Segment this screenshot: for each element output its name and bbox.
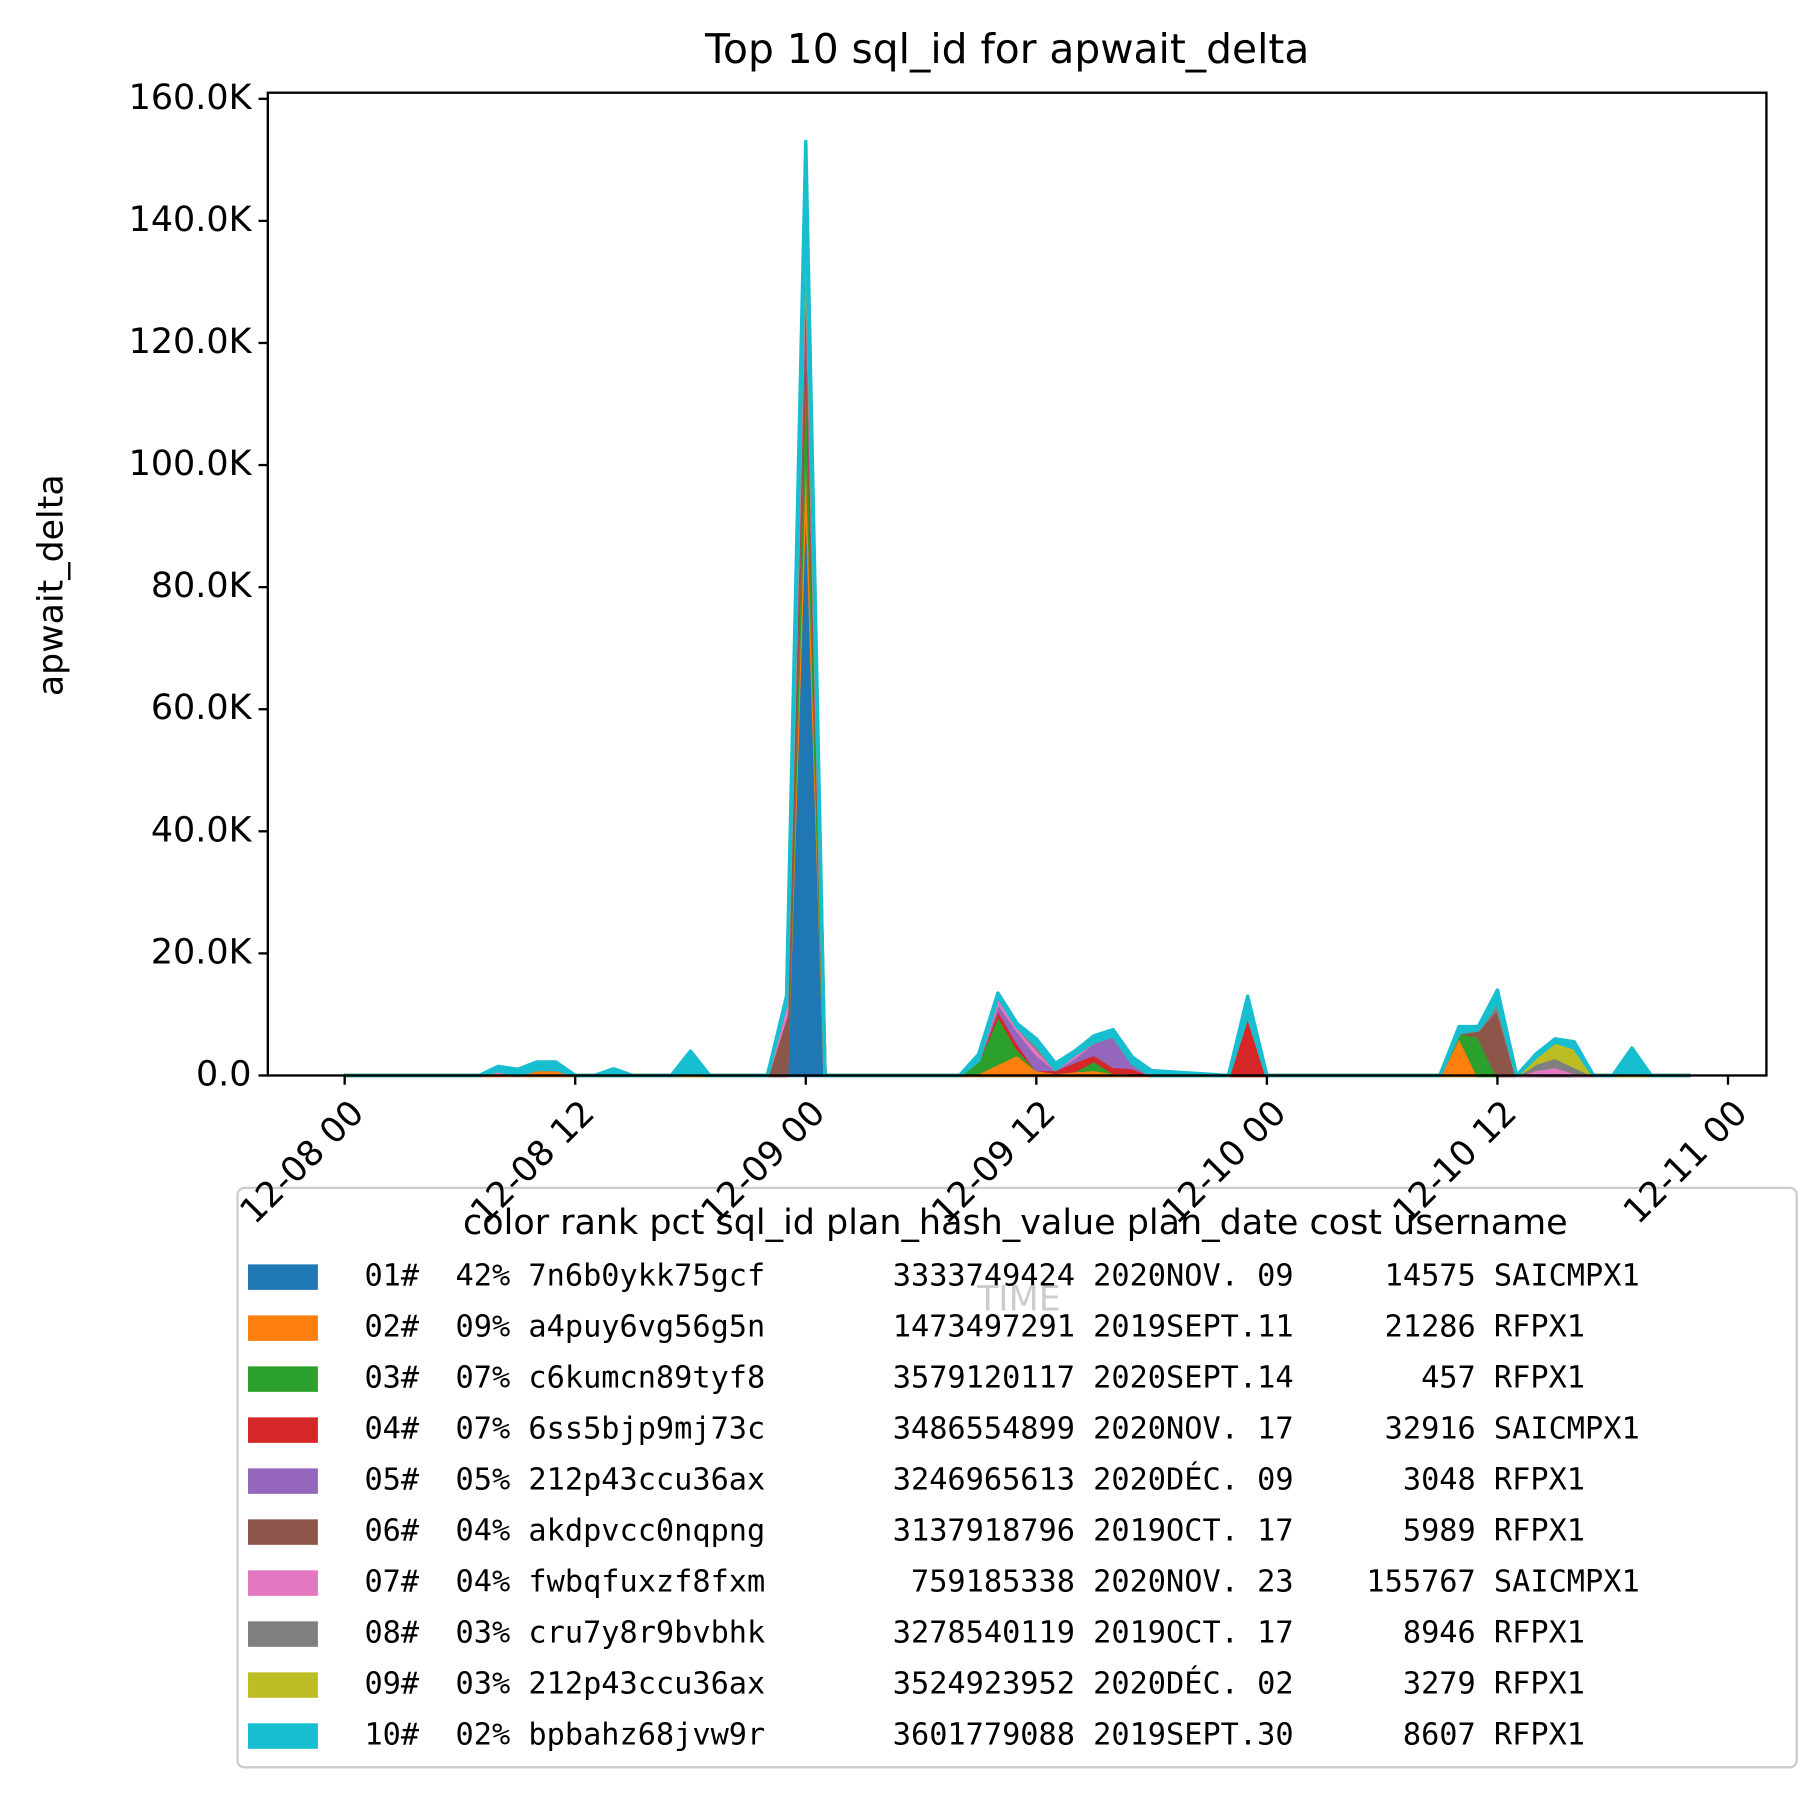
y-tick-label: 100.0K <box>129 444 253 484</box>
legend-swatch <box>248 1417 318 1443</box>
area <box>342 261 1692 1078</box>
area <box>342 139 1692 1078</box>
legend-title: color rank pct sql_id plan_hash_value pl… <box>463 1203 1568 1243</box>
y-tick-label: 20.0K <box>151 932 253 972</box>
legend-swatch <box>248 1468 318 1494</box>
legend-swatch <box>248 1621 318 1647</box>
legend-entry: 02# 09% a4puy6vg56g5n 1473497291 2019SEP… <box>364 1310 1585 1345</box>
area <box>342 200 1692 1078</box>
legend-entry: 06# 04% akdpvcc0nqpng 3137918796 2019OCT… <box>364 1514 1585 1549</box>
legend: color rank pct sql_id plan_hash_value pl… <box>236 1186 1798 1769</box>
legend-swatch <box>248 1315 318 1341</box>
area <box>342 188 1692 1078</box>
y-tick-label: 40.0K <box>151 810 253 850</box>
y-tick-label: 120.0K <box>129 322 253 362</box>
legend-entry: 04# 07% 6ss5bjp9mj73c 3486554899 2020NOV… <box>364 1412 1639 1447</box>
area <box>342 231 1692 1078</box>
legend-entry: 05# 05% 212p43ccu36ax 3246965613 2020DÉC… <box>364 1462 1585 1498</box>
y-tick-label: 140.0K <box>129 200 253 240</box>
area <box>342 463 1692 1078</box>
legend-entry: 08# 03% cru7y8r9bvbhk 3278540119 2019OCT… <box>364 1616 1585 1651</box>
legend-swatch <box>248 1570 318 1596</box>
legend-entry: 03# 07% c6kumcn89tyf8 3579120117 2020SEP… <box>364 1361 1585 1396</box>
area <box>342 310 1692 1078</box>
y-tick-label: 60.0K <box>151 688 253 728</box>
legend-entry: 01# 42% 7n6b0ykk75gcf 3333749424 2020NOV… <box>364 1259 1639 1294</box>
area <box>342 213 1692 1078</box>
chart-title: Top 10 sql_id for apwait_delta <box>704 25 1309 73</box>
area <box>342 280 1692 1078</box>
legend-swatch <box>248 1366 318 1392</box>
legend-entry: 10# 02% bpbahz68jvw9r 3601779088 2019SEP… <box>364 1718 1585 1753</box>
legend-swatch <box>248 1264 318 1290</box>
legend-swatch <box>248 1723 318 1749</box>
plot-area <box>342 139 1692 1078</box>
legend-box <box>236 1186 1798 1769</box>
y-axis-label: apwait_delta <box>31 474 71 696</box>
legend-swatch <box>248 1519 318 1545</box>
legend-entry: 09# 03% 212p43ccu36ax 3524923952 2020DÉC… <box>364 1666 1585 1702</box>
axes-frame <box>266 91 1768 1077</box>
y-tick-label: 80.0K <box>151 566 253 606</box>
y-tick-label: 0.0 <box>196 1055 252 1095</box>
area <box>342 402 1692 1078</box>
legend-swatch <box>248 1672 318 1698</box>
legend-entry: 07# 04% fwbqfuxzf8fxm 759185338 2020NOV.… <box>364 1565 1639 1600</box>
y-tick-label: 160.0K <box>129 78 253 118</box>
